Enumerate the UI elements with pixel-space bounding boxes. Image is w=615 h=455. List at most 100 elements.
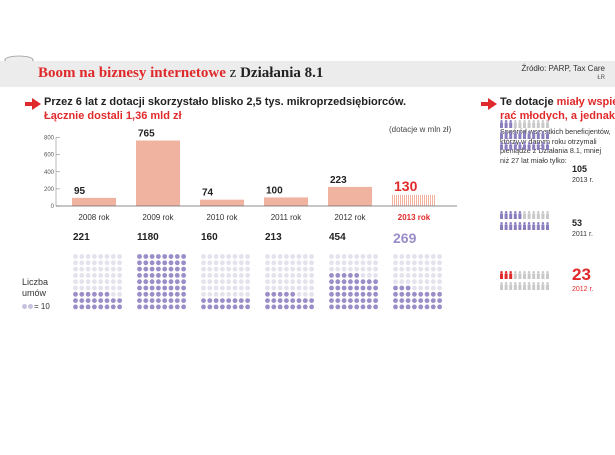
- contracts-dot: [335, 285, 341, 291]
- contracts-dot: [412, 304, 417, 310]
- contracts-dot: [226, 273, 232, 278]
- contracts-dot: [143, 298, 149, 303]
- person-icon: [523, 273, 526, 279]
- contracts-dot: [220, 298, 225, 303]
- person-icon: [541, 144, 545, 150]
- contracts-dot: [149, 266, 155, 272]
- contracts-dot: [271, 266, 277, 272]
- contracts-dot: [79, 304, 85, 310]
- person-icon: [541, 224, 545, 230]
- bar-value-label: 130: [394, 178, 418, 194]
- contracts-dot: [220, 279, 225, 285]
- y-tick-label: 800: [44, 136, 55, 142]
- contracts-dot: [117, 260, 122, 266]
- person-icon: [546, 282, 549, 285]
- person-icon: [504, 282, 508, 285]
- contracts-dot: [104, 260, 110, 266]
- contracts-dot: [405, 291, 411, 297]
- contracts-dot: [284, 291, 289, 297]
- person-icon: [523, 271, 526, 274]
- contracts-dot: [232, 260, 238, 266]
- contracts-dot: [207, 291, 213, 297]
- contracts-dot: [430, 273, 436, 278]
- contracts-dot: [309, 304, 314, 310]
- young-value-label: 105: [572, 164, 587, 174]
- contracts-dot: [92, 285, 97, 291]
- contracts-dot: [366, 273, 372, 278]
- contracts-dot: [213, 285, 219, 291]
- contracts-dot: [348, 260, 353, 266]
- person-icon: [504, 273, 508, 279]
- contracts-dot: [265, 285, 270, 291]
- contracts-dot: [174, 260, 180, 266]
- contracts-dot: [265, 260, 270, 266]
- contracts-dot: [220, 266, 225, 272]
- person-icon: [541, 122, 545, 128]
- contracts-dot: [399, 298, 405, 303]
- contracts-dot: [424, 291, 430, 297]
- person-icon: [537, 271, 540, 274]
- person-icon: [518, 211, 522, 214]
- person-icon: [527, 284, 531, 290]
- person-icon: [537, 211, 540, 214]
- person-icon: [500, 133, 503, 139]
- person-icon: [514, 211, 517, 214]
- contracts-dot: [73, 298, 78, 303]
- contracts-dot: [79, 254, 85, 259]
- contracts-dot: [110, 291, 116, 297]
- contracts-dot: [393, 260, 398, 266]
- contracts-dot: [73, 304, 78, 310]
- contracts-dot: [168, 279, 174, 285]
- contracts-dot: [226, 266, 232, 272]
- side-title-line1: Te dotacje miały wspie-: [500, 96, 615, 108]
- contracts-dot: [162, 291, 168, 297]
- contracts-dot: [341, 266, 347, 272]
- contracts-dot: [162, 273, 168, 278]
- contracts-dot: [201, 273, 206, 278]
- contracts-dot: [174, 298, 180, 303]
- contracts-dot: [277, 266, 283, 272]
- contracts-dot: [412, 260, 417, 266]
- contracts-dot: [201, 291, 206, 297]
- contracts-dot: [181, 266, 187, 272]
- title-connector: z: [225, 65, 241, 81]
- contracts-dot: [92, 266, 97, 272]
- contracts-dot: [137, 279, 142, 285]
- intro-total: Łącznie dostali 1,36 mld zł: [44, 110, 182, 122]
- contracts-dot: [104, 304, 110, 310]
- person-icon: [532, 271, 535, 274]
- person-icon: [541, 271, 545, 274]
- contracts-dot: [207, 298, 213, 303]
- person-icon: [504, 213, 508, 219]
- person-icon: [500, 282, 503, 285]
- person-icon: [546, 120, 549, 123]
- person-icon: [523, 131, 526, 134]
- contracts-dot: [271, 291, 277, 297]
- contracts-dot: [284, 298, 289, 303]
- contracts-dot: [354, 254, 360, 259]
- contracts-dot: [437, 298, 442, 303]
- contracts-dot: [393, 279, 398, 285]
- contracts-dot: [245, 254, 251, 259]
- contracts-dot: [162, 279, 168, 285]
- contracts-dot: [405, 273, 411, 278]
- contracts-dot: [162, 285, 168, 291]
- person-icon: [536, 284, 540, 290]
- contracts-dot: [117, 279, 122, 285]
- person-icon: [509, 131, 512, 134]
- person-icon: [532, 211, 535, 214]
- contracts-dot: [174, 304, 180, 310]
- contracts-dot: [162, 266, 168, 272]
- person-icon: [500, 144, 503, 150]
- contracts-dot: [110, 254, 116, 259]
- contracts-dot: [366, 254, 372, 259]
- contracts-dot: [92, 260, 97, 266]
- contracts-dot: [366, 291, 372, 297]
- contracts-dot: [245, 260, 251, 266]
- contracts-dot: [290, 298, 296, 303]
- legend-label: Liczba umów: [22, 277, 49, 298]
- person-icon: [536, 122, 540, 128]
- contracts-dot: [437, 273, 442, 278]
- contracts-dot: [271, 298, 277, 303]
- contracts-dot: [174, 285, 180, 291]
